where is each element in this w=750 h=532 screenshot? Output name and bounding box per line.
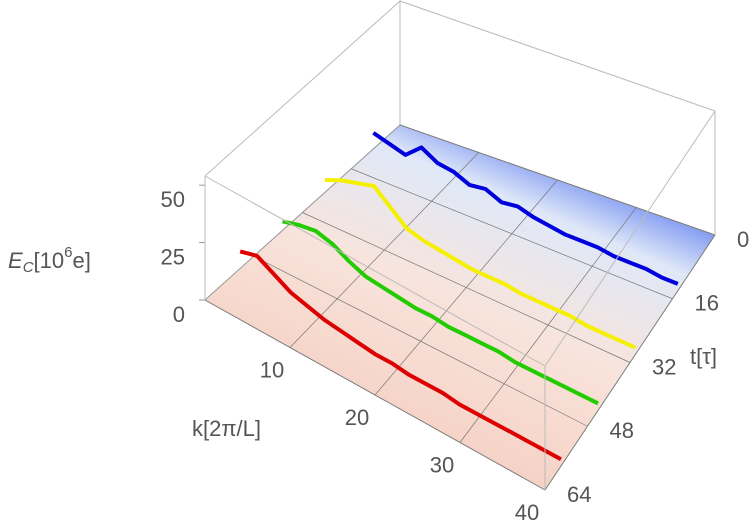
box-edge bbox=[544, 110, 716, 367]
z-label-part: e] bbox=[72, 248, 90, 273]
x-tick-label: 20 bbox=[345, 405, 369, 430]
z-label-part: C bbox=[23, 259, 34, 276]
x-axis-label: k[2π/L] bbox=[192, 416, 261, 441]
x-tick-label: 10 bbox=[260, 357, 284, 382]
grid-line bbox=[253, 255, 588, 427]
series-line bbox=[282, 219, 599, 406]
z-tick-label: 50 bbox=[161, 187, 185, 212]
grid-line bbox=[399, 124, 716, 236]
y-tick-label: 32 bbox=[652, 354, 676, 379]
series-line bbox=[239, 249, 562, 461]
z-axis-label: EC[106e] bbox=[8, 244, 91, 276]
series-line bbox=[372, 131, 679, 286]
x-tick-label: 40 bbox=[515, 500, 539, 525]
y-tick-label: 0 bbox=[737, 227, 749, 252]
z-label-part: E bbox=[8, 248, 23, 273]
x-tick-label: 30 bbox=[430, 452, 454, 477]
y-tick-label: 16 bbox=[695, 291, 719, 316]
box-edge bbox=[204, 175, 546, 367]
y-axis-label: t[τ] bbox=[690, 344, 717, 369]
z-tick-label: 25 bbox=[161, 244, 185, 269]
floor bbox=[204, 124, 716, 491]
grid-line bbox=[351, 168, 673, 300]
z-label-part: [10 bbox=[34, 248, 65, 273]
series-line bbox=[324, 178, 637, 350]
z-tick-label: 0 bbox=[173, 302, 185, 327]
grid-line bbox=[302, 212, 631, 363]
y-tick-label: 64 bbox=[567, 482, 591, 507]
grid-line bbox=[204, 299, 546, 491]
z-label-part: 6 bbox=[64, 244, 72, 261]
y-tick-label: 48 bbox=[610, 418, 634, 443]
